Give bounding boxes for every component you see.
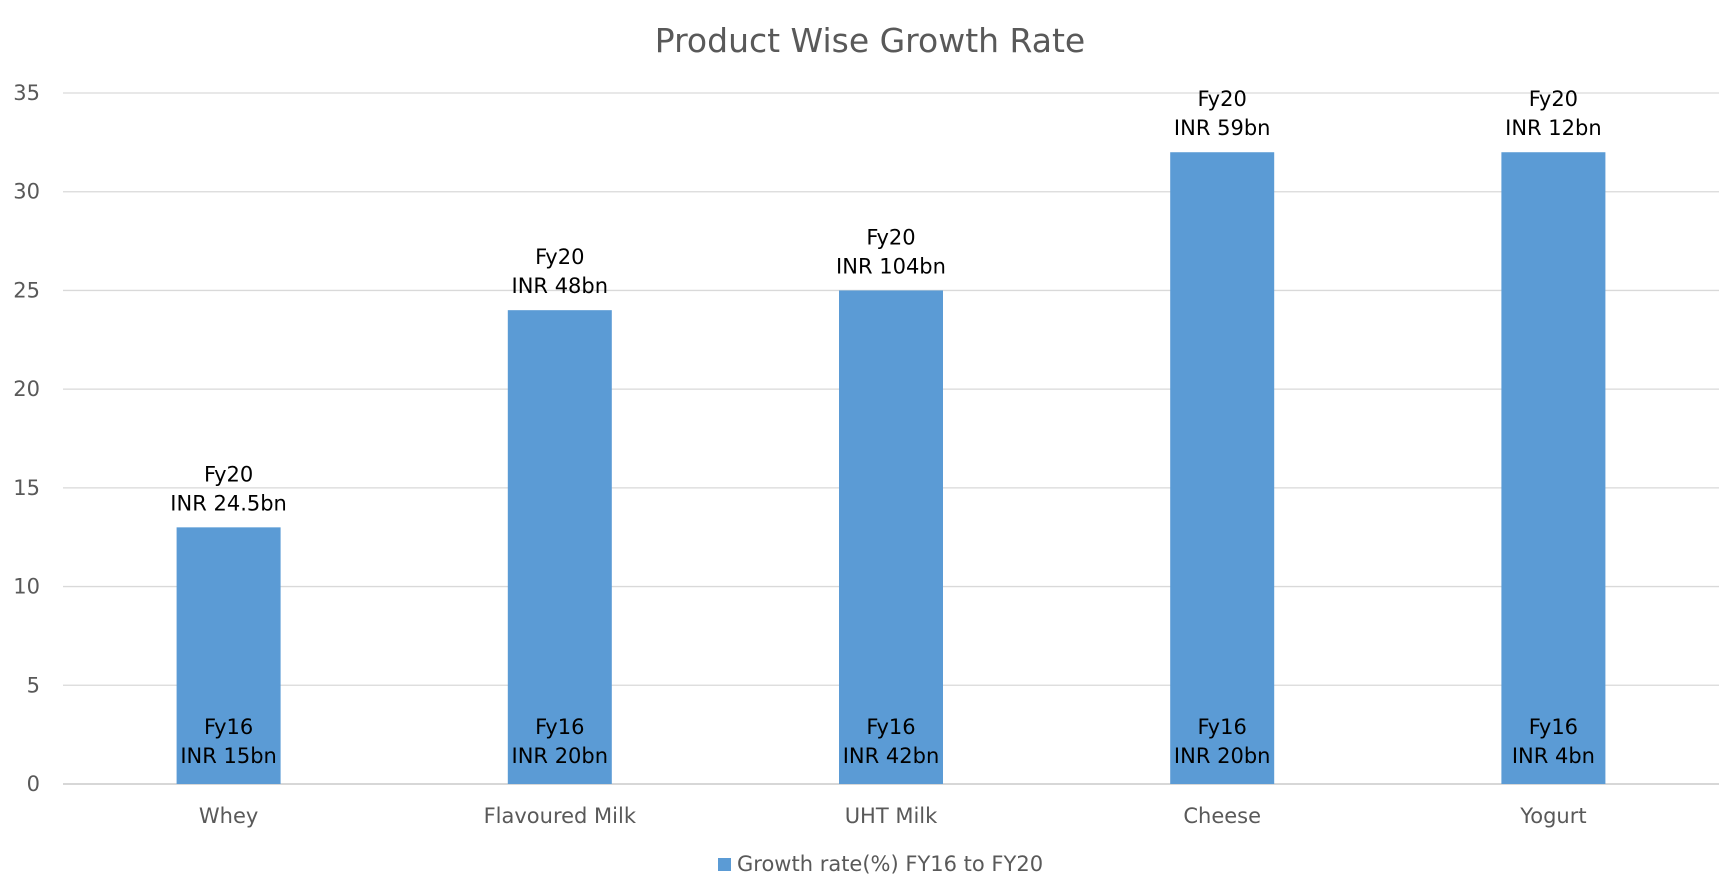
bar-top-annotation: Fy20 (535, 245, 584, 269)
bar-top-annotation: INR 48bn (512, 274, 609, 298)
legend-swatch (718, 858, 731, 871)
bar-bottom-annotation: INR 4bn (1512, 744, 1595, 768)
y-tick-label: 10 (13, 575, 40, 599)
bar-top-annotation: INR 104bn (836, 254, 946, 278)
bar-bottom-annotation: Fy16 (1529, 715, 1578, 739)
x-category-label: Cheese (1183, 804, 1261, 828)
bar (1170, 152, 1275, 784)
x-category-label: Flavoured Milk (484, 804, 637, 828)
bar (1501, 152, 1606, 784)
bar-bottom-annotation: Fy16 (1198, 715, 1247, 739)
bar (176, 527, 281, 784)
y-tick-label: 25 (13, 278, 40, 302)
chart-title: Product Wise Growth Rate (655, 21, 1085, 60)
bars (176, 152, 1606, 784)
bar-annotations: Fy20 INR 24.5bn Fy16 INR 15bn Fy20 INR 48bn Fy… (170, 87, 1601, 768)
y-tick-label: 35 (13, 81, 40, 105)
x-category-label: Yogurt (1519, 804, 1586, 828)
bar-top-annotation: Fy20 (866, 225, 915, 249)
bar-top-annotation: Fy20 (204, 462, 253, 486)
bar-bottom-annotation: Fy16 (204, 715, 253, 739)
bar-bottom-annotation: Fy16 (535, 715, 584, 739)
bar-bottom-annotation: INR 42bn (843, 744, 940, 768)
x-axis-categories: Whey Flavoured Milk UHT Milk Cheese Yogurt (199, 804, 1587, 828)
y-tick-label: 30 (13, 180, 40, 204)
bar-top-annotation: Fy20 (1198, 87, 1247, 111)
bar (507, 310, 612, 784)
bar-top-annotation: Fy20 (1529, 87, 1578, 111)
bar-bottom-annotation: INR 20bn (512, 744, 609, 768)
y-tick-label: 15 (13, 476, 40, 500)
bar (839, 290, 943, 784)
bar-bottom-annotation: INR 15bn (180, 744, 277, 768)
y-axis-ticks: 0 5 10 15 20 25 30 35 (13, 81, 40, 796)
bar-bottom-annotation: INR 20bn (1174, 744, 1271, 768)
bar-bottom-annotation: Fy16 (866, 715, 915, 739)
y-tick-label: 0 (27, 772, 40, 796)
x-category-label: UHT Milk (845, 804, 938, 828)
y-tick-label: 5 (27, 673, 40, 697)
bar-top-annotation: INR 24.5bn (170, 491, 287, 515)
bar-top-annotation: INR 59bn (1174, 116, 1271, 140)
legend-label: Growth rate(%) FY16 to FY20 (737, 852, 1043, 876)
legend: Growth rate(%) FY16 to FY20 (718, 852, 1043, 876)
x-category-label: Whey (199, 804, 258, 828)
bar-top-annotation: INR 12bn (1505, 116, 1602, 140)
y-tick-label: 20 (13, 377, 40, 401)
